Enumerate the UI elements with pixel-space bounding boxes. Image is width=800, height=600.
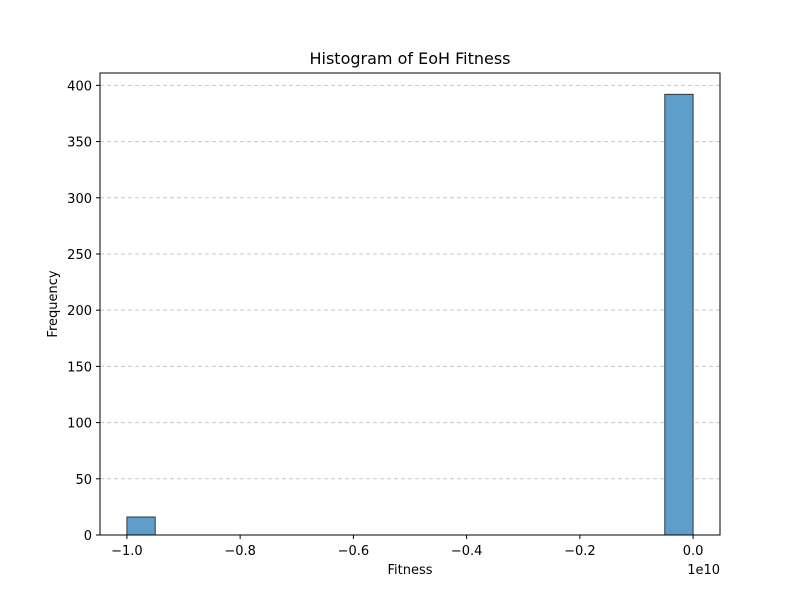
histogram-bars bbox=[126, 93, 694, 536]
y-tick-label: 50 bbox=[75, 473, 92, 488]
y-tick-label: 250 bbox=[67, 248, 92, 263]
x-axis-offset-text: 1e10 bbox=[687, 563, 720, 578]
histogram-bar bbox=[664, 93, 694, 536]
x-axis-ticks: −1.0 −0.8 −0.6 −0.4 −0.2 0.0 bbox=[111, 535, 703, 559]
y-tick-label: 200 bbox=[67, 304, 92, 319]
y-tick-label: 100 bbox=[67, 417, 92, 432]
histogram-bar bbox=[126, 516, 156, 536]
y-tick-label: 300 bbox=[67, 192, 92, 207]
x-tick-label: −0.2 bbox=[564, 544, 596, 559]
y-tick-label: 400 bbox=[67, 79, 92, 94]
y-tick-label: 150 bbox=[67, 360, 92, 375]
y-axis-ticks: 0 50 100 150 200 250 300 350 400 bbox=[67, 79, 100, 544]
x-tick-label: −1.0 bbox=[111, 544, 143, 559]
x-tick-label: −0.8 bbox=[224, 544, 256, 559]
y-tick-label: 350 bbox=[67, 136, 92, 151]
chart-title: Histogram of EoH Fitness bbox=[309, 49, 510, 68]
x-axis-label: Fitness bbox=[387, 563, 432, 578]
y-tick-label: 0 bbox=[84, 529, 92, 544]
x-tick-label: −0.4 bbox=[451, 544, 483, 559]
grid-lines bbox=[100, 84, 720, 536]
x-tick-label: 0.0 bbox=[683, 544, 704, 559]
plot-area-frame bbox=[99, 72, 721, 536]
x-tick-label: −0.6 bbox=[338, 544, 370, 559]
y-axis-label: Frequency bbox=[46, 270, 61, 337]
